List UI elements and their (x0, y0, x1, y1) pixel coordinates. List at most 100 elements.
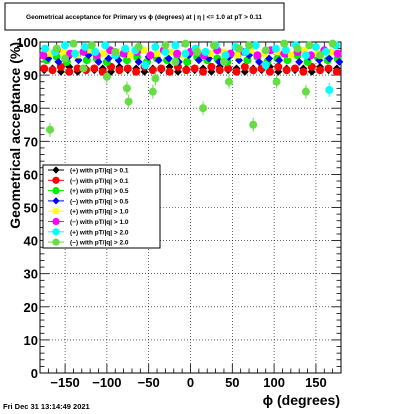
data-point (316, 51, 325, 60)
data-point (46, 125, 55, 134)
data-point (253, 51, 262, 60)
data-point (157, 64, 166, 73)
data-point (123, 64, 132, 73)
data-point (39, 51, 48, 60)
y-axis-title: Geometrical acceptance (%) (7, 42, 23, 229)
data-point (249, 66, 258, 75)
data-point (164, 54, 173, 63)
y-tick-label: 60 (24, 167, 38, 182)
data-point (54, 57, 63, 66)
data-point (232, 67, 241, 76)
data-point (287, 52, 295, 59)
data-point (124, 97, 133, 106)
data-point (293, 44, 302, 53)
legend-marker (52, 176, 60, 184)
legend-entry: (+) with pT/|q| > 1.0 (70, 209, 129, 216)
data-point (327, 48, 335, 56)
y-tick-label: 90 (24, 68, 38, 83)
data-point (193, 47, 202, 56)
data-point (261, 46, 270, 55)
y-tick-label: 10 (24, 333, 38, 348)
x-axis-title: ϕ (degrees) (263, 392, 340, 408)
legend-box (42, 164, 161, 249)
y-tick-label: 30 (24, 267, 38, 282)
y-tick-label: 70 (24, 134, 38, 149)
data-point (291, 64, 300, 73)
data-point (295, 57, 304, 66)
data-point (301, 47, 308, 54)
legend-marker (52, 217, 60, 226)
data-point (140, 47, 147, 54)
data-point (234, 44, 243, 53)
data-point (221, 51, 230, 60)
data-point (121, 44, 130, 53)
data-point (321, 47, 330, 56)
data-point (94, 57, 103, 66)
data-point (194, 56, 203, 65)
x-tick-label: −50 (138, 375, 160, 390)
data-point (81, 42, 90, 51)
data-point (111, 47, 120, 56)
data-point (153, 50, 161, 57)
data-point (325, 54, 334, 63)
data-point (151, 74, 160, 83)
data-point (245, 41, 254, 50)
legend-marker (52, 166, 60, 174)
data-point (171, 41, 180, 50)
data-point (219, 57, 228, 66)
data-point (79, 64, 88, 73)
legend-entry: (+) with pT/|q| > 0.1 (70, 168, 129, 175)
data-point (134, 57, 143, 66)
data-point (91, 47, 100, 56)
data-point (333, 49, 342, 58)
data-point (181, 49, 190, 58)
data-point (261, 61, 270, 70)
data-point (265, 67, 274, 76)
data-point (182, 66, 191, 75)
data-point (134, 42, 143, 51)
y-tick-label: 100 (16, 35, 38, 50)
data-point (102, 72, 111, 81)
data-point (46, 50, 54, 57)
data-point (141, 61, 150, 70)
data-point (181, 39, 190, 48)
data-point (301, 87, 310, 96)
data-point (311, 42, 320, 51)
data-point (207, 62, 216, 71)
legend-entry: (+) with pT/|q| > 2.0 (70, 229, 129, 236)
data-point (154, 56, 163, 65)
chart-title: Geometrical acceptance for Primary vs ϕ … (26, 14, 262, 21)
data-point (171, 57, 180, 66)
y-tick-label: 40 (24, 234, 38, 249)
timestamp: Fri Dec 31 13:14:49 2021 (3, 402, 90, 411)
x-tick-label: 0 (187, 375, 194, 390)
data-point (87, 41, 96, 50)
legend-entry: (−) with pT/|q| > 0.1 (70, 178, 129, 185)
data-point (234, 52, 241, 59)
data-point (122, 84, 131, 93)
data-point (41, 44, 50, 53)
data-point (151, 42, 160, 51)
data-point (127, 52, 134, 59)
legend-entry: (−) with pT/|q| > 2.0 (70, 240, 129, 247)
data-point (247, 47, 254, 54)
data-point (272, 77, 281, 86)
data-point (190, 64, 199, 73)
data-point (71, 49, 80, 58)
legend-entry: (+) with pT/|q| > 0.5 (70, 188, 129, 195)
data-point (301, 51, 310, 60)
y-tick-label: 20 (24, 300, 38, 315)
data-point (173, 49, 182, 58)
x-tick-label: 50 (225, 375, 239, 390)
data-point (215, 66, 224, 75)
data-point (249, 120, 258, 129)
data-point (65, 67, 74, 76)
data-point (183, 57, 192, 66)
data-point (48, 66, 57, 75)
data-point (161, 41, 170, 50)
data-point (165, 67, 174, 76)
data-point (115, 66, 124, 75)
title-box (4, 2, 285, 31)
x-tick-label: 150 (305, 375, 327, 390)
data-point (207, 50, 214, 57)
